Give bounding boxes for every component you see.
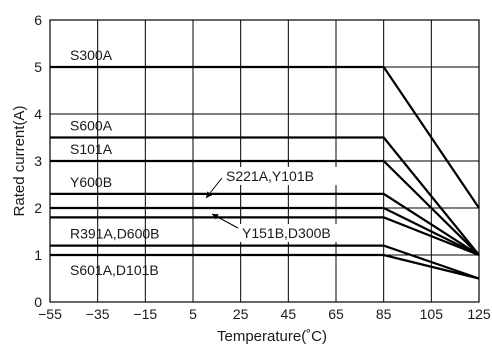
series-line <box>50 159 480 256</box>
series-line <box>50 253 480 280</box>
series-line <box>50 206 480 256</box>
y-tick-label: 2 <box>34 200 42 216</box>
series-labels: S300A S600A S101A Y600B S221A,Y101B Y151B,D30… <box>70 47 381 278</box>
x-tick-label: −55 <box>38 306 62 322</box>
x-tick-label: −35 <box>86 306 110 322</box>
series-label: R391A,D600B <box>70 226 160 242</box>
x-axis-title: Temperature(˚C) <box>217 328 327 345</box>
y-tick-label: 5 <box>34 59 42 75</box>
callout-leaders <box>205 177 239 229</box>
series-line <box>50 65 480 209</box>
series-line <box>50 216 480 257</box>
series-label: S221A,Y101B <box>226 168 314 184</box>
x-tick-label: 5 <box>189 306 197 322</box>
series-line <box>50 192 480 256</box>
y-tick-label: 6 <box>34 12 42 28</box>
callout-box <box>239 224 381 242</box>
series-label: S101A <box>70 141 113 157</box>
x-tick-label: 85 <box>376 306 392 322</box>
series-label: Y151B,D300B <box>242 225 331 241</box>
series-label: S601A,D101B <box>70 262 159 278</box>
x-tick-label: 105 <box>420 306 444 322</box>
y-tick-label: 4 <box>34 106 42 122</box>
x-tick-label: 125 <box>467 306 491 322</box>
y-tick-label: 3 <box>34 153 42 169</box>
x-tick-label: −15 <box>133 306 157 322</box>
series-lines <box>50 65 480 280</box>
series-line <box>50 136 480 256</box>
y-tick-label: 0 <box>34 294 42 310</box>
callout-box <box>223 167 365 185</box>
callout-arrowhead <box>206 191 213 198</box>
callout-arrowhead <box>212 214 219 220</box>
y-axis-title: Rated current(A) <box>11 106 28 217</box>
series-label: S300A <box>70 47 113 63</box>
x-tick-label: 25 <box>233 306 249 322</box>
series-line <box>50 244 480 280</box>
x-tick-label: 45 <box>281 306 297 322</box>
y-tick-label: 1 <box>34 247 42 263</box>
x-tick-label: 65 <box>328 306 344 322</box>
series-label: Y600B <box>70 174 112 190</box>
series-label: S600A <box>70 118 113 134</box>
plot-frame <box>49 19 480 303</box>
